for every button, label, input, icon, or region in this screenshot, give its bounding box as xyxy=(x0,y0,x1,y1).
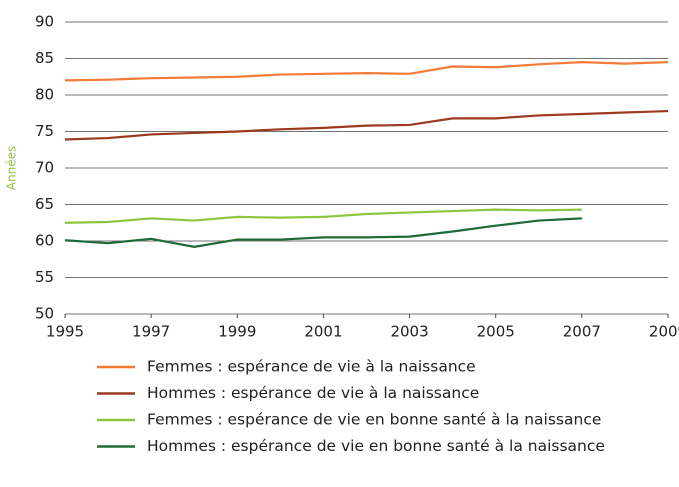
y-tick-label: 55 xyxy=(35,268,54,286)
y-tick-label: 75 xyxy=(35,122,54,140)
legend-label: Hommes : espérance de vie en bonne santé… xyxy=(147,437,605,455)
y-axis-label: Années xyxy=(5,146,19,190)
legend-label: Hommes : espérance de vie à la naissance xyxy=(147,384,479,402)
x-tick-label: 2007 xyxy=(563,323,601,341)
y-tick-label: 60 xyxy=(35,232,54,250)
legend-label: Femmes : espérance de vie à la naissance xyxy=(147,358,476,376)
x-tick-label: 2005 xyxy=(477,323,515,341)
x-tick-label: 2003 xyxy=(390,323,428,341)
x-tick-label: 2001 xyxy=(304,323,342,341)
legend-label: Femmes : espérance de vie en bonne santé… xyxy=(147,411,601,429)
series-line xyxy=(64,208,582,224)
y-tick-label: 80 xyxy=(35,86,54,104)
x-tick-label: 1995 xyxy=(46,323,84,341)
x-tick-label: 2009 xyxy=(649,323,679,341)
y-tick-label: 85 xyxy=(35,49,54,67)
y-tick-label: 70 xyxy=(35,159,54,177)
series-line xyxy=(64,61,669,82)
y-tick-label: 90 xyxy=(35,13,54,31)
y-tick-label: 65 xyxy=(35,195,54,213)
series-line xyxy=(64,109,669,141)
x-tick-label: 1997 xyxy=(132,323,170,341)
y-tick-label: 50 xyxy=(35,305,54,323)
x-tick-label: 1999 xyxy=(218,323,256,341)
series-line xyxy=(64,217,582,248)
